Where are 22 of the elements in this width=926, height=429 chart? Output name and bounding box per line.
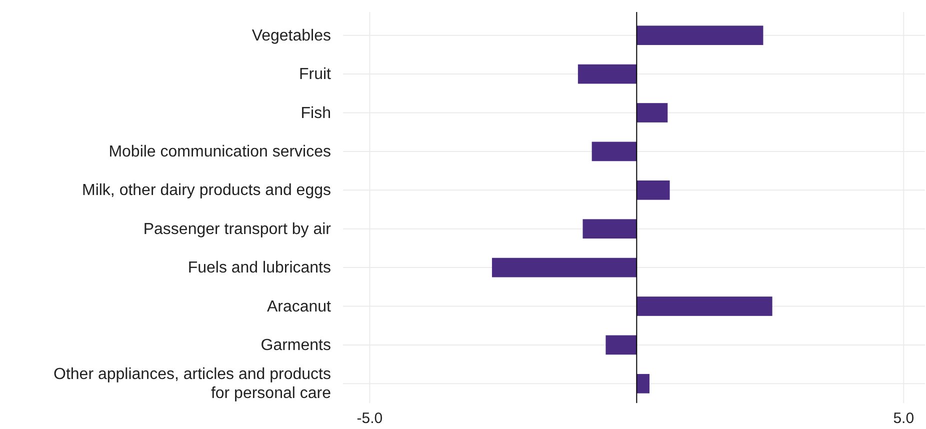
y-tick-label: Garments	[260, 336, 331, 354]
x-tick-label: -5.0	[356, 410, 383, 427]
bar	[636, 374, 650, 394]
y-tick-label: Fish	[300, 104, 331, 122]
bar	[582, 219, 637, 239]
bar	[636, 180, 670, 200]
y-tick-label: Aracanut	[266, 298, 332, 315]
bar	[578, 64, 637, 84]
bar	[636, 296, 772, 316]
x-tick-label: 5.0	[893, 410, 914, 427]
bar	[636, 26, 764, 46]
bar	[592, 142, 637, 162]
y-tick-label: Fruit	[299, 66, 332, 83]
y-tick-label: Mobile communication services	[108, 142, 331, 160]
bar	[492, 258, 637, 278]
bar	[606, 335, 637, 355]
y-tick-label: Passenger transport by air	[143, 220, 332, 238]
y-tick-label: Vegetables	[252, 26, 331, 44]
y-tick-label: Fuels and lubricants	[188, 259, 331, 276]
bar	[636, 103, 668, 122]
y-tick-label: Milk, other dairy products and eggs	[82, 182, 331, 199]
y-tick-label: Other appliances, articles and products for personal care	[54, 366, 332, 402]
